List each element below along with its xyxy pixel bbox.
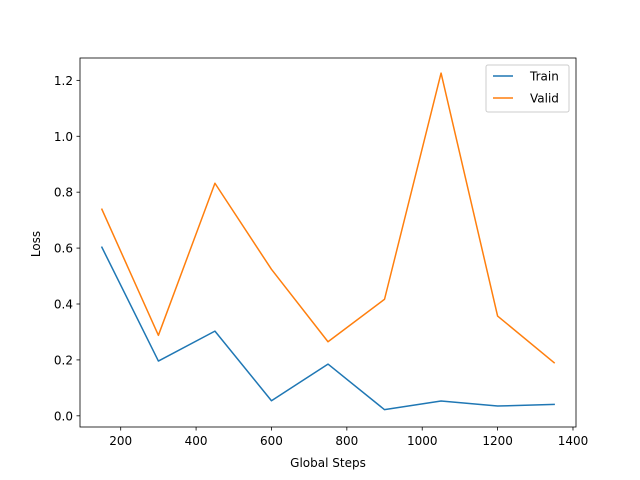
y-axis-title: Loss xyxy=(29,231,43,257)
x-tick-label: 1000 xyxy=(407,434,438,448)
y-tick-label: 1.0 xyxy=(54,130,73,144)
x-tick-label: 200 xyxy=(109,434,132,448)
y-tick-label: 0.4 xyxy=(54,298,73,312)
legend: Train Valid xyxy=(485,64,570,113)
y-tick-label: 0.2 xyxy=(54,353,73,367)
x-tick-label: 400 xyxy=(185,434,208,448)
x-tick-label: 1200 xyxy=(482,434,513,448)
legend-label-train: Train xyxy=(529,70,559,84)
x-tick-label: 600 xyxy=(260,434,283,448)
y-tick-label: 1.2 xyxy=(54,74,73,88)
plot-area xyxy=(100,72,556,411)
x-tick-label: 1400 xyxy=(558,434,589,448)
x-tick-label: 800 xyxy=(335,434,358,448)
x-axis-title: Global Steps xyxy=(290,456,366,470)
y-tick-label: 0.8 xyxy=(54,186,73,200)
legend-label-valid: Valid xyxy=(530,92,559,106)
axes: 200 400 600 800 1000 1200 1400 0.0 0.2 0.4 0.6 0.8 1… xyxy=(54,57,589,448)
plot-frame xyxy=(79,57,577,428)
y-tick-label: 0.6 xyxy=(54,242,73,256)
y-tick-label: 0.0 xyxy=(54,409,73,423)
